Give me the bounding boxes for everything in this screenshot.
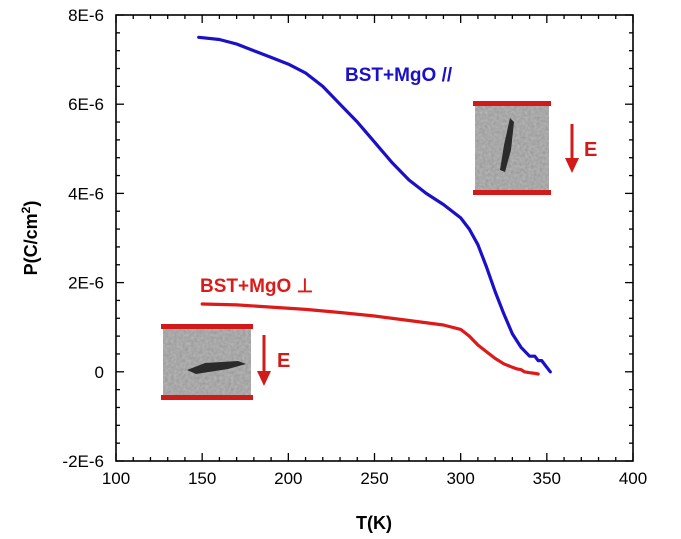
x-tick-label: 200 [274,469,302,488]
x-tick-label: 150 [188,469,216,488]
inset-parallel-sample: E [473,101,597,195]
field-arrow-icon [565,124,579,173]
y-tick-label: 0 [95,363,104,382]
inset-perpendicular-sample: E [161,324,290,400]
electrode-bottom-parallel [473,190,551,195]
axis-tick-labels: 100 150 200 250 300 350 400 -2E-6 0 2E-6 4E-6 6E-6 8… [62,6,647,488]
x-tick-label: 400 [619,469,647,488]
series-line-perpendicular [200,302,540,376]
electrode-bottom-perpendicular [161,395,253,400]
x-tick-label: 350 [533,469,561,488]
y-tick-label: 4E-6 [68,184,104,203]
electrode-top-perpendicular [161,324,253,329]
electrode-top-parallel [473,101,551,106]
x-tick-label: 100 [102,469,130,488]
y-tick-label: 8E-6 [68,6,104,25]
y-tick-label: -2E-6 [62,452,104,471]
x-axis-title: T(K) [356,513,392,533]
x-tick-label: 250 [360,469,388,488]
y-tick-label: 6E-6 [68,95,104,114]
crystal-grain-perpendicular [187,361,246,374]
series-line-parallel [197,35,552,374]
y-tick-label: 2E-6 [68,274,104,293]
x-tick-label: 300 [446,469,474,488]
field-label-parallel: E [584,139,597,161]
y-axis-title: P(C/cm2) [19,201,41,276]
axis-ticks [115,14,634,462]
field-arrow-icon [257,335,271,386]
crystal-grain-parallel [500,118,514,172]
series-label-parallel: BST+MgO // [345,65,453,86]
series-layer [197,35,552,376]
field-label-perpendicular: E [277,350,290,372]
series-label-perpendicular: BST+MgO ⊥ [200,276,313,297]
